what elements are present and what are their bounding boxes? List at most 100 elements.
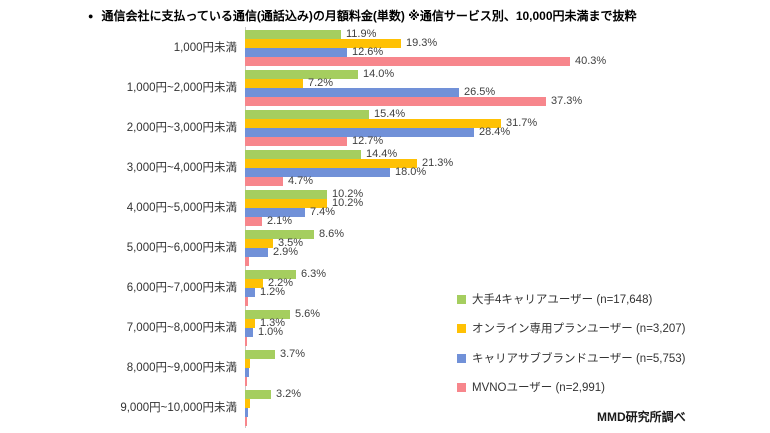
bar-segment [245,70,358,79]
category-label: 1,000円~2,000円未満 [126,82,237,94]
bar-segment [245,359,250,368]
bar-value-label: 21.3% [422,157,454,169]
category-label: 7,000円~8,000円未満 [126,322,237,334]
legend-item: 大手4キャリアユーザー (n=17,648) [457,290,652,308]
bar-segment [245,119,501,128]
legend-swatch-icon [457,294,466,304]
bar-segment [245,288,255,297]
bar-segment [245,39,401,48]
bar-value-label: 3.5% [278,237,304,249]
bar-segment [245,390,271,399]
bar-value-label: 11.9% [346,28,377,40]
bar-value-label: 12.6% [352,46,384,58]
bar-value-label: 6.3% [301,268,327,280]
bar-segment [245,137,347,146]
bar-segment [245,128,474,137]
bar-value-label: 37.3% [551,95,583,107]
bar-segment [245,30,341,39]
legend-label: MVNOユーザー (n=2,991) [472,382,606,394]
bar-value-label: 4.7% [288,175,314,187]
category-label: 8,000円~9,000円未満 [126,362,237,374]
source-credit: MMD研究所調べ [597,410,686,424]
bar-segment [245,337,247,346]
bar-value-label: 3.2% [276,388,302,400]
bar-value-label: 26.5% [464,86,496,98]
bar-value-label: 3.7% [280,348,306,360]
bar-segment [245,257,249,266]
legend-swatch-icon [457,353,466,363]
bar-segment [245,248,268,257]
category-label: 1,000円未満 [173,42,237,54]
bar-segment [245,319,255,328]
bar-segment [245,279,263,288]
bar-segment [245,199,327,208]
bar-value-label: 31.7% [506,117,538,129]
legend-swatch-icon [457,323,466,333]
bar-segment [245,239,273,248]
bar-value-label: 19.3% [406,37,438,49]
bar-value-label: 15.4% [374,108,406,120]
bar-value-label: 10.2% [332,188,364,200]
bar-value-label: 7.4% [310,206,336,218]
bar-value-label: 1.2% [260,286,286,298]
bar-segment [245,297,248,306]
bar-value-label: 8.6% [319,228,345,240]
category-label: 2,000円~3,000円未満 [126,122,237,134]
bullet-icon: ● [88,10,94,21]
bar-segment [245,79,303,88]
bar-segment [245,150,361,159]
bar-segment [245,328,253,337]
bar-segment [245,310,290,319]
category-label: 6,000円~7,000円未満 [126,282,237,294]
y-axis-line [245,27,246,428]
bar-value-label: 40.3% [575,55,607,67]
bar-value-label: 12.7% [352,135,384,147]
bar-segment [245,417,247,426]
bar-value-label: 18.0% [395,166,427,178]
legend-label: オンライン専用プランユーザー (n=3,207) [472,323,686,335]
bar-segment [245,230,314,239]
bar-value-label: 2.2% [268,277,294,289]
bar-segment [245,217,262,226]
legend-item: キャリアサブブランドユーザー (n=5,753) [457,349,686,367]
bar-segment [245,270,296,279]
bar-value-label: 28.4% [479,126,511,138]
bar-value-label: 2.9% [273,246,299,258]
bar-value-label: 1.0% [258,326,284,338]
bar-segment [245,48,347,57]
bar-segment [245,368,249,377]
bar-segment [245,190,327,199]
bar-segment [245,110,369,119]
category-label: 4,000円~5,000円未満 [126,202,237,214]
bar-value-label: 1.3% [260,317,286,329]
legend-label: 大手4キャリアユーザー (n=17,648) [472,294,653,306]
bar-value-label: 14.0% [363,68,395,80]
bar-segment [245,88,459,97]
bar-value-label: 14.4% [366,148,398,160]
bar-segment [245,177,283,186]
bar-segment [245,408,248,417]
bar-value-label: 5.6% [295,308,321,320]
legend-swatch-icon [457,382,466,392]
bar-segment [245,168,390,177]
category-label: 9,000円~10,000円未満 [120,402,237,414]
bar-segment [245,57,570,66]
bar-value-label: 10.2% [332,197,364,209]
bar-segment [245,97,546,106]
chart-title-text: 通信会社に支払っている通信(通話込み)の月額料金(単数) ※通信サービス別、10… [101,9,637,23]
bar-value-label: 2.1% [267,215,293,227]
category-label: 3,000円~4,000円未満 [126,162,237,174]
bar-segment [245,399,250,408]
legend-item: オンライン専用プランユーザー (n=3,207) [457,319,686,337]
legend-item: MVNOユーザー (n=2,991) [457,378,605,396]
legend-label: キャリアサブブランドユーザー (n=5,753) [472,353,686,365]
bar-segment [245,377,247,386]
bar-segment [245,350,275,359]
chart-title: ● 通信会社に支払っている通信(通話込み)の月額料金(単数) ※通信サービス別、… [88,7,637,24]
bar-segment [245,159,417,168]
category-label: 5,000円~6,000円未満 [126,242,237,254]
bar-segment [245,208,305,217]
bar-value-label: 7.2% [308,77,334,89]
